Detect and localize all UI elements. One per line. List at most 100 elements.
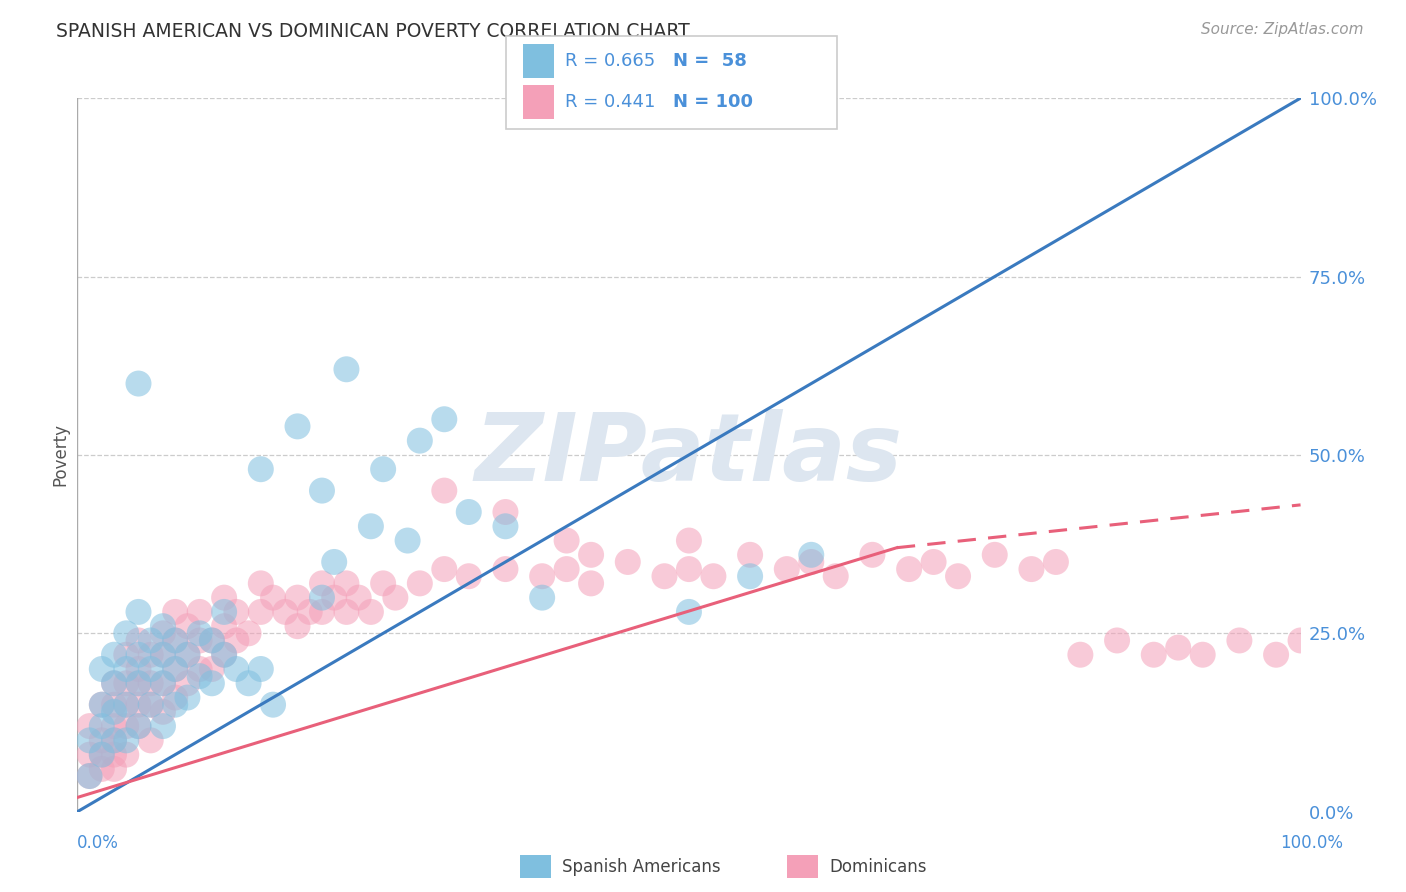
Point [495, 562, 517, 576]
Point [188, 626, 211, 640]
Point [165, 698, 187, 712]
Point [225, 633, 247, 648]
Point [531, 569, 554, 583]
Point [311, 483, 333, 498]
Point [152, 648, 174, 662]
Point [152, 676, 174, 690]
Point [250, 662, 273, 676]
Point [579, 576, 602, 591]
Point [740, 569, 762, 583]
Text: 100.0%: 100.0% [1279, 834, 1343, 852]
Point [1191, 648, 1213, 662]
Point [165, 633, 187, 648]
Point [250, 462, 273, 476]
Point [165, 633, 187, 648]
Point [201, 662, 224, 676]
Point [347, 591, 370, 605]
Point [165, 605, 187, 619]
Point [1143, 648, 1166, 662]
Point [1289, 633, 1312, 648]
Point [188, 662, 211, 676]
Point [287, 619, 309, 633]
Point [654, 569, 676, 583]
Point [409, 576, 432, 591]
Point [103, 747, 125, 762]
Point [90, 762, 112, 776]
Point [433, 483, 456, 498]
Point [262, 698, 284, 712]
Point [165, 662, 187, 676]
Point [103, 733, 125, 747]
Point [139, 648, 162, 662]
Point [495, 505, 517, 519]
Point [800, 548, 823, 562]
Point [176, 648, 198, 662]
Text: R = 0.665: R = 0.665 [565, 52, 655, 70]
Point [1107, 633, 1129, 648]
Point [90, 733, 112, 747]
Point [212, 648, 235, 662]
Point [1069, 648, 1091, 662]
Point [225, 662, 247, 676]
Point [800, 555, 823, 569]
Point [115, 733, 138, 747]
Point [201, 633, 224, 648]
Point [360, 605, 382, 619]
Point [250, 605, 273, 619]
Point [103, 698, 125, 712]
Point [139, 733, 162, 747]
Point [115, 719, 138, 733]
Point [103, 648, 125, 662]
Point [225, 605, 247, 619]
Point [176, 690, 198, 705]
Point [311, 605, 333, 619]
Text: R = 0.441: R = 0.441 [565, 93, 655, 111]
Point [702, 569, 724, 583]
Point [176, 619, 198, 633]
Point [898, 562, 921, 576]
Point [495, 519, 517, 533]
Point [139, 633, 162, 648]
Point [115, 698, 138, 712]
Point [212, 648, 235, 662]
Point [238, 626, 260, 640]
Point [188, 669, 211, 683]
Point [128, 719, 150, 733]
Point [139, 698, 162, 712]
Point [212, 605, 235, 619]
Point [90, 698, 112, 712]
Point [128, 662, 150, 676]
Text: SPANISH AMERICAN VS DOMINICAN POVERTY CORRELATION CHART: SPANISH AMERICAN VS DOMINICAN POVERTY CO… [56, 22, 690, 41]
Point [433, 562, 456, 576]
Point [579, 548, 602, 562]
Point [946, 569, 969, 583]
Point [128, 676, 150, 690]
Point [311, 576, 333, 591]
Point [90, 698, 112, 712]
Point [371, 576, 394, 591]
Point [115, 662, 138, 676]
Point [262, 591, 284, 605]
Point [79, 747, 101, 762]
Point [238, 676, 260, 690]
Point [165, 690, 187, 705]
Y-axis label: Poverty: Poverty [51, 424, 69, 486]
Point [678, 562, 700, 576]
Text: Spanish Americans: Spanish Americans [562, 858, 721, 876]
Point [152, 626, 174, 640]
Point [152, 705, 174, 719]
Point [335, 576, 357, 591]
Point [103, 719, 125, 733]
Point [128, 376, 150, 391]
Point [90, 747, 112, 762]
Point [139, 662, 162, 676]
Point [201, 676, 224, 690]
Point [335, 605, 357, 619]
Point [531, 591, 554, 605]
Point [103, 762, 125, 776]
Point [139, 698, 162, 712]
Point [79, 733, 101, 747]
Point [433, 412, 456, 426]
Point [371, 462, 394, 476]
Point [311, 591, 333, 605]
